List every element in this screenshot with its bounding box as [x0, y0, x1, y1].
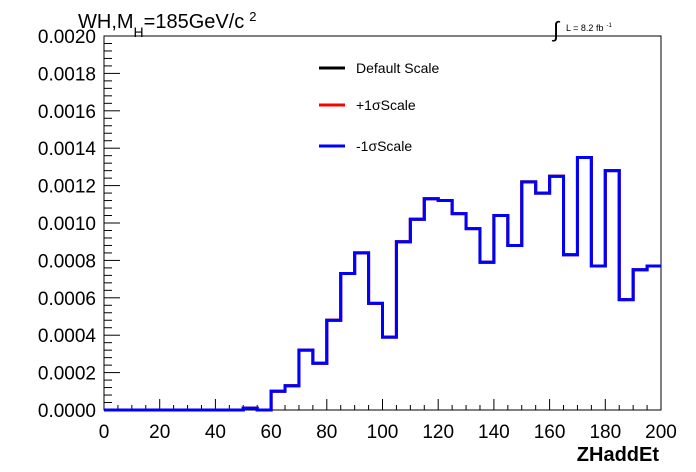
x-axis-label: ZHaddEt: [577, 444, 660, 466]
legend-label--1-scale: -1σScale: [356, 138, 412, 154]
y-tick-label: 0.0012: [38, 177, 96, 198]
y-axis: 0.0000 0.0002 0.0004 0.0006 0.0008 0.0010 0.00…: [38, 27, 120, 422]
x-tick-label: 180: [589, 422, 621, 443]
x-tick-label: 140: [478, 422, 510, 443]
title-superscript: 2: [249, 9, 256, 24]
y-tick-label: 0.0000: [38, 401, 96, 422]
title-value: =185GeV/c: [144, 11, 245, 33]
x-tick-label: 20: [149, 422, 170, 443]
y-tick-label: 0.0016: [38, 102, 96, 123]
x-tick-label: 60: [261, 422, 282, 443]
chart-title: WH,MH=185GeV/c 2: [78, 9, 257, 40]
lumi-label: L = 8.2 fb -1: [566, 23, 612, 33]
lumi-text: L = 8.2 fb: [566, 23, 603, 33]
legend-label-default-scale: Default Scale: [356, 60, 439, 76]
y-tick-label: 0.0010: [38, 214, 96, 235]
lumi-superscript: -1: [606, 23, 612, 29]
x-tick-label: 0: [99, 422, 110, 443]
title-subscript: H: [134, 24, 144, 40]
x-tick-label: 160: [534, 422, 566, 443]
y-tick-label: 0.0004: [38, 326, 97, 347]
lumi-integral-sign: ∫: [551, 17, 561, 42]
x-tick-label: 80: [316, 422, 337, 443]
legend-label--1-scale: +1σScale: [356, 97, 416, 113]
y-tick-label: 0.0020: [38, 27, 96, 48]
x-tick-label: 120: [422, 422, 454, 443]
y-tick-label: 0.0002: [38, 364, 96, 385]
x-tick-label: 200: [645, 422, 677, 443]
y-tick-label: 0.0008: [38, 251, 96, 272]
x-tick-label: 40: [205, 422, 226, 443]
x-axis: 0 20 40 60 80 100 120 140 160 180 200: [99, 399, 677, 443]
legend: Default Scale +1σScale -1σScale: [319, 60, 439, 154]
series-layer: [104, 156, 661, 412]
title-prefix: WH,M: [78, 11, 134, 33]
series-line--1-scale: [104, 156, 661, 412]
y-tick-label: 0.0006: [38, 289, 96, 310]
y-tick-label: 0.0018: [38, 64, 96, 85]
y-tick-label: 0.0014: [38, 139, 97, 160]
x-tick-label: 100: [367, 422, 399, 443]
